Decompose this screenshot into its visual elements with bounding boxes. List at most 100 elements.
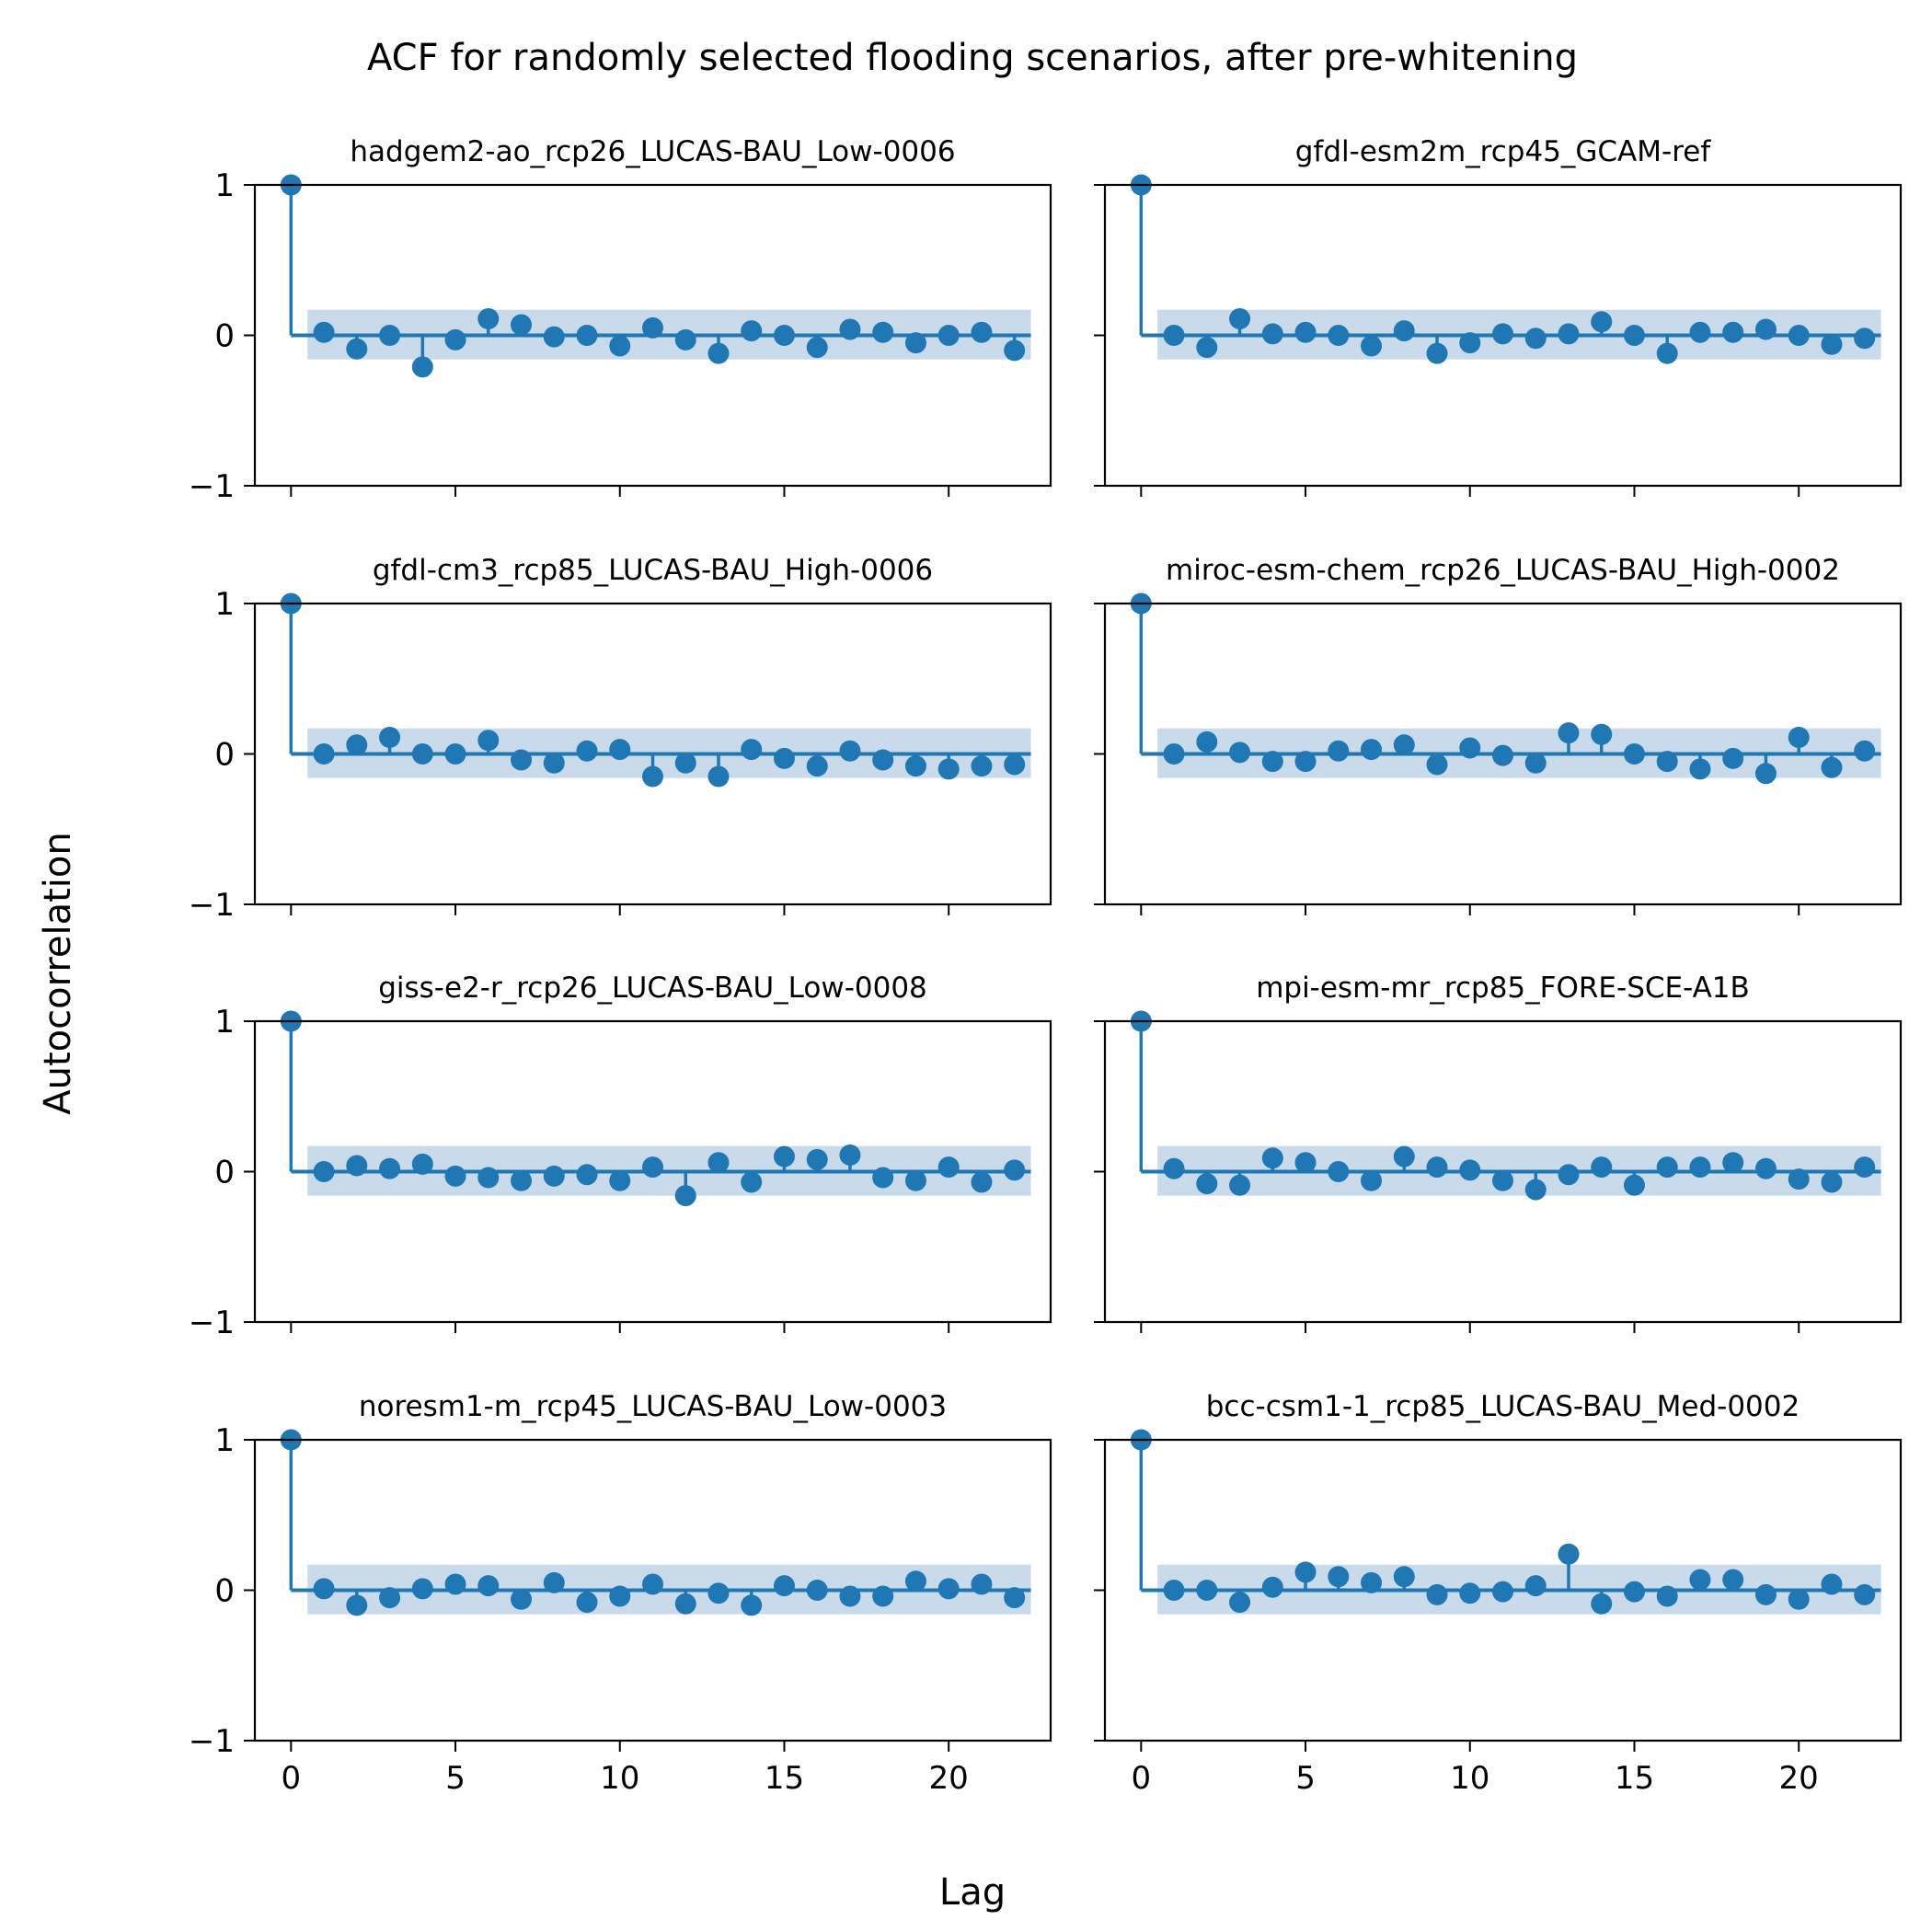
acf-point: [1492, 323, 1513, 345]
acf-point: [1004, 753, 1026, 776]
acf-point: [971, 1573, 993, 1595]
acf-point: [1328, 1161, 1350, 1182]
acf-point: [1689, 1569, 1711, 1591]
acf-panel: hadgem2-ao_rcp26_LUCAS-BAU_Low-0006 1 0 −1: [189, 135, 1052, 505]
acf-point: [806, 1580, 828, 1601]
panel-title: mpi-esm-mr_rcp85_FORE-SCE-A1B: [1256, 972, 1750, 1005]
acf-point: [511, 749, 533, 771]
acf-panel: gfdl-cm3_rcp85_LUCAS-BAU_High-0006 1 0 −1: [189, 554, 1052, 924]
y-tick-label: 1: [214, 1422, 235, 1459]
acf-point: [313, 1161, 335, 1182]
x-tick-label: 20: [929, 1760, 969, 1797]
acf-point: [642, 316, 663, 339]
y-tick-label: −1: [189, 1723, 235, 1760]
acf-point: [1524, 752, 1547, 774]
figure-title: ACF for randomly selected flooding scena…: [367, 37, 1578, 79]
acf-point: [444, 1573, 466, 1595]
acf-point: [1196, 730, 1218, 753]
acf-point: [1361, 1571, 1383, 1593]
acf-point: [839, 740, 861, 762]
acf-point: [1656, 342, 1678, 364]
acf-point: [1821, 756, 1843, 778]
acf-point: [1854, 1156, 1876, 1179]
acf-point: [576, 1164, 598, 1186]
panel-title: bcc-csm1-1_rcp85_LUCAS-BAU_Med-0002: [1206, 1390, 1800, 1423]
acf-point: [1788, 1588, 1810, 1610]
acf-point: [1163, 1580, 1185, 1601]
x-axis-label: Lag: [939, 1871, 1006, 1914]
acf-point: [1754, 1583, 1777, 1605]
acf-point: [1393, 320, 1415, 342]
acf-point: [806, 1148, 828, 1170]
acf-point: [477, 308, 500, 330]
acf-point: [773, 1575, 795, 1597]
panel-title: gfdl-esm2m_rcp45_GCAM-ref: [1295, 135, 1712, 168]
acf-point: [1821, 1573, 1843, 1595]
acf-point: [543, 1165, 565, 1187]
acf-point: [773, 747, 795, 769]
y-tick-label: 0: [214, 1155, 235, 1191]
acf-point: [1591, 723, 1613, 745]
acf-point: [1524, 1575, 1547, 1597]
acf-point: [1656, 1156, 1678, 1179]
acf-point: [1163, 325, 1185, 346]
acf-point: [543, 752, 565, 774]
acf-point: [904, 1570, 926, 1593]
acf-point: [872, 749, 894, 771]
x-tick-label: 10: [1450, 1760, 1489, 1797]
acf-point: [971, 321, 993, 343]
acf-point: [346, 1155, 368, 1177]
acf-point: [379, 1157, 401, 1179]
acf-point: [411, 743, 433, 765]
acf-point: [346, 734, 368, 756]
y-tick-label: 0: [214, 1573, 235, 1610]
acf-point: [1492, 1169, 1513, 1191]
acf-point: [477, 1575, 500, 1597]
acf-point: [1854, 328, 1876, 350]
acf-point: [1294, 321, 1317, 343]
acf-point: [1492, 1581, 1513, 1603]
acf-point: [576, 1592, 598, 1614]
y-tick-label: 1: [214, 586, 235, 623]
acf-point: [543, 1571, 565, 1593]
acf-point: [642, 1573, 663, 1595]
acf-point: [576, 740, 598, 762]
acf-point: [313, 743, 335, 765]
acf-panel: mpi-esm-mr_rcp85_FORE-SCE-A1B: [1094, 972, 1903, 1333]
acf-point: [313, 1578, 335, 1600]
acf-point: [1558, 1543, 1580, 1565]
y-tick-label: −1: [189, 887, 235, 924]
acf-point: [379, 727, 401, 749]
acf-point: [773, 1145, 795, 1167]
acf-point: [1294, 1152, 1317, 1174]
acf-point: [707, 765, 730, 788]
acf-point: [1591, 1593, 1613, 1615]
acf-point: [1328, 325, 1350, 346]
acf-point: [1524, 328, 1547, 350]
acf-point: [444, 328, 466, 351]
x-tick-label: 5: [445, 1760, 466, 1797]
panel-title: noresm1-m_rcp45_LUCAS-BAU_Low-0003: [359, 1390, 947, 1423]
y-axis-label: Autocorrelation: [37, 832, 79, 1115]
acf-point: [1558, 323, 1580, 345]
acf-point: [511, 1588, 533, 1610]
acf-point: [839, 318, 861, 340]
acf-point: [1393, 1566, 1415, 1588]
acf-point: [674, 752, 696, 774]
acf-point: [707, 342, 730, 364]
panel-title: hadgem2-ao_rcp26_LUCAS-BAU_Low-0006: [350, 135, 955, 168]
x-tick-label: 10: [600, 1760, 639, 1797]
acf-point: [511, 314, 533, 336]
acf-panel: noresm1-m_rcp45_LUCAS-BAU_Low-0003 10 −1 0 5…: [189, 1390, 1052, 1797]
acf-point: [1261, 1147, 1283, 1169]
acf-point: [707, 1582, 730, 1604]
acf-point: [1426, 1583, 1448, 1605]
acf-point: [1524, 1179, 1547, 1201]
acf-point: [1229, 1174, 1251, 1196]
acf-panel: giss-e2-r_rcp26_LUCAS-BAU_Low-0008 1 0 −1: [189, 972, 1052, 1341]
acf-point: [609, 739, 631, 761]
acf-point: [1361, 1169, 1383, 1191]
acf-point: [1591, 1156, 1613, 1179]
acf-panel: miroc-esm-chem_rcp26_LUCAS-BAU_High-0002: [1094, 554, 1903, 915]
acf-point: [346, 1594, 368, 1616]
